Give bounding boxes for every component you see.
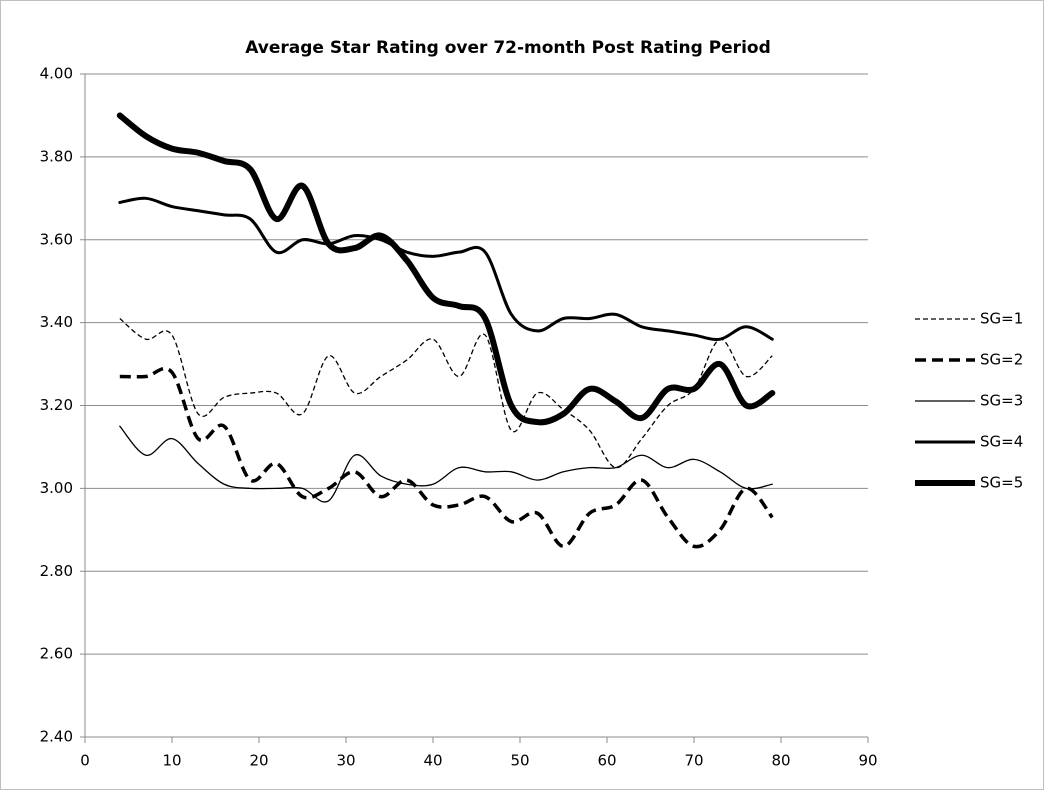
y-tick-label: 3.00 (40, 479, 73, 497)
legend-label: SG=5 (980, 474, 1023, 492)
series-line (119, 366, 774, 549)
x-tick-label: 50 (510, 752, 529, 770)
series-line (116, 112, 776, 426)
x-tick-label: 10 (162, 752, 181, 770)
x-tick-label: 20 (249, 752, 268, 770)
series-line (119, 425, 773, 503)
x-tick-label: 0 (80, 752, 90, 770)
chart-title: Average Star Rating over 72-month Post R… (245, 38, 771, 58)
legend-label: SG=3 (980, 392, 1023, 410)
series-line (118, 196, 774, 341)
y-tick-label: 3.80 (40, 147, 73, 165)
legend-label: SG=4 (980, 433, 1023, 451)
y-tick-label: 3.40 (40, 313, 73, 331)
y-tick-label: 2.40 (40, 728, 73, 746)
x-tick-label: 90 (858, 752, 877, 770)
y-tick-label: 4.00 (40, 65, 73, 83)
y-tick-label: 2.80 (40, 562, 73, 580)
legend-label: SG=2 (980, 351, 1023, 369)
x-tick-label: 80 (771, 752, 790, 770)
y-tick-label: 3.60 (40, 230, 73, 248)
x-tick-label: 60 (597, 752, 616, 770)
legend-label: SG=1 (980, 310, 1023, 328)
x-tick-label: 70 (684, 752, 703, 770)
y-tick-label: 2.60 (40, 645, 73, 663)
y-tick-label: 3.20 (40, 396, 73, 414)
x-tick-label: 30 (336, 752, 355, 770)
x-tick-label: 40 (423, 752, 442, 770)
